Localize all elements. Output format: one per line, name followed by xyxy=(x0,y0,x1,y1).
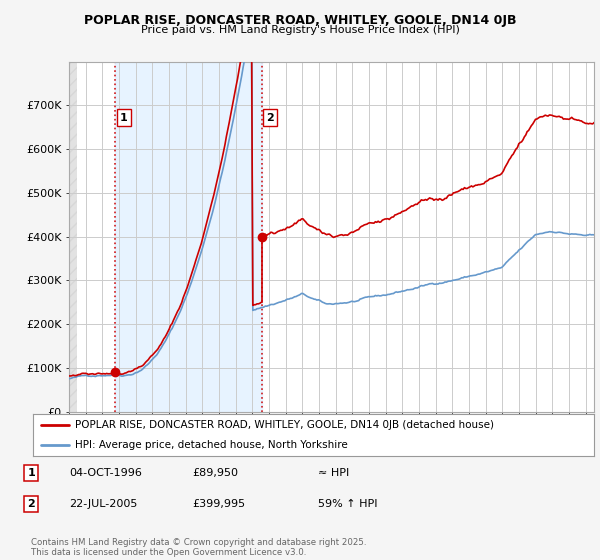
Text: £89,950: £89,950 xyxy=(192,468,238,478)
Bar xyxy=(69,62,77,412)
Text: POPLAR RISE, DONCASTER ROAD, WHITLEY, GOOLE, DN14 0JB: POPLAR RISE, DONCASTER ROAD, WHITLEY, GO… xyxy=(84,14,516,27)
Text: 2: 2 xyxy=(28,499,35,509)
Text: Price paid vs. HM Land Registry's House Price Index (HPI): Price paid vs. HM Land Registry's House … xyxy=(140,25,460,35)
Text: 1: 1 xyxy=(28,468,35,478)
Text: £399,995: £399,995 xyxy=(192,499,245,509)
Text: 22-JUL-2005: 22-JUL-2005 xyxy=(69,499,137,509)
Text: 04-OCT-1996: 04-OCT-1996 xyxy=(69,468,142,478)
Bar xyxy=(69,62,77,412)
Bar xyxy=(115,62,262,412)
Text: ≈ HPI: ≈ HPI xyxy=(318,468,349,478)
Text: POPLAR RISE, DONCASTER ROAD, WHITLEY, GOOLE, DN14 0JB (detached house): POPLAR RISE, DONCASTER ROAD, WHITLEY, GO… xyxy=(75,421,494,430)
Text: 2: 2 xyxy=(266,113,274,123)
Text: HPI: Average price, detached house, North Yorkshire: HPI: Average price, detached house, Nort… xyxy=(75,441,348,450)
Text: 1: 1 xyxy=(120,113,128,123)
Text: 59% ↑ HPI: 59% ↑ HPI xyxy=(318,499,377,509)
Text: Contains HM Land Registry data © Crown copyright and database right 2025.
This d: Contains HM Land Registry data © Crown c… xyxy=(31,538,367,557)
